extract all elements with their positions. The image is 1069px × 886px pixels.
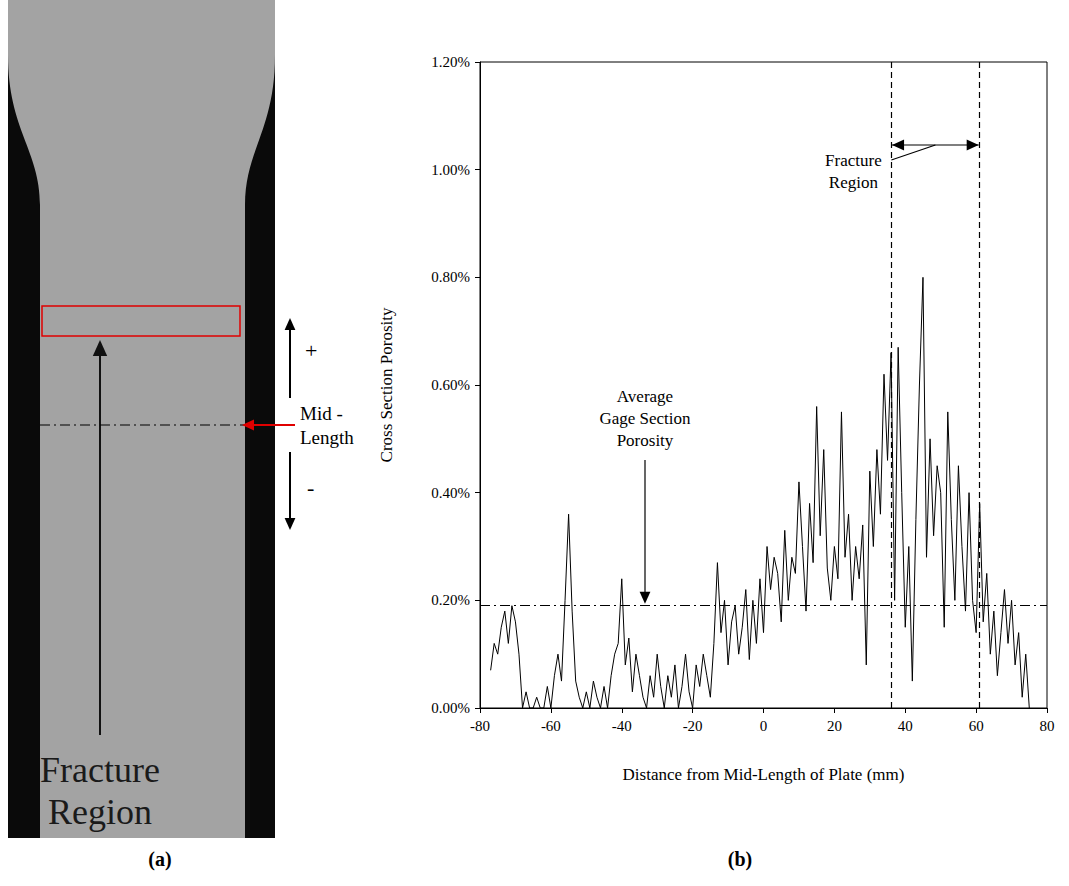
- svg-text:Region: Region: [48, 792, 152, 832]
- svg-text:Porosity: Porosity: [617, 431, 674, 450]
- svg-text:Average: Average: [617, 387, 673, 406]
- svg-text:Gage Section: Gage Section: [599, 409, 691, 428]
- svg-text:40: 40: [898, 718, 913, 734]
- svg-text:0.60%: 0.60%: [431, 377, 470, 393]
- svg-text:Cross Section Porosity: Cross Section Porosity: [377, 307, 396, 462]
- svg-text:0.00%: 0.00%: [431, 700, 470, 716]
- svg-text:+: +: [305, 338, 317, 363]
- svg-text:Mid -: Mid -: [300, 403, 343, 424]
- svg-text:1.00%: 1.00%: [431, 162, 470, 178]
- svg-text:-20: -20: [683, 718, 703, 734]
- svg-text:-40: -40: [612, 718, 632, 734]
- svg-text:Region: Region: [829, 173, 879, 192]
- svg-text:0.20%: 0.20%: [431, 592, 470, 608]
- svg-text:20: 20: [827, 718, 842, 734]
- svg-text:Fracture: Fracture: [40, 750, 160, 790]
- svg-text:-60: -60: [541, 718, 561, 734]
- svg-text:0: 0: [760, 718, 768, 734]
- svg-text:80: 80: [1040, 718, 1055, 734]
- svg-text:60: 60: [969, 718, 984, 734]
- svg-text:-80: -80: [470, 718, 490, 734]
- svg-text:1.20%: 1.20%: [431, 54, 470, 70]
- svg-text:Length: Length: [300, 427, 354, 448]
- svg-text:(a): (a): [148, 848, 171, 871]
- svg-text:-: -: [307, 475, 314, 500]
- svg-text:0.80%: 0.80%: [431, 269, 470, 285]
- svg-text:Distance from Mid-Length of Pl: Distance from Mid-Length of Plate (mm): [623, 765, 905, 784]
- svg-text:(b): (b): [728, 848, 752, 871]
- svg-text:Fracture: Fracture: [825, 151, 882, 170]
- svg-text:0.40%: 0.40%: [431, 485, 470, 501]
